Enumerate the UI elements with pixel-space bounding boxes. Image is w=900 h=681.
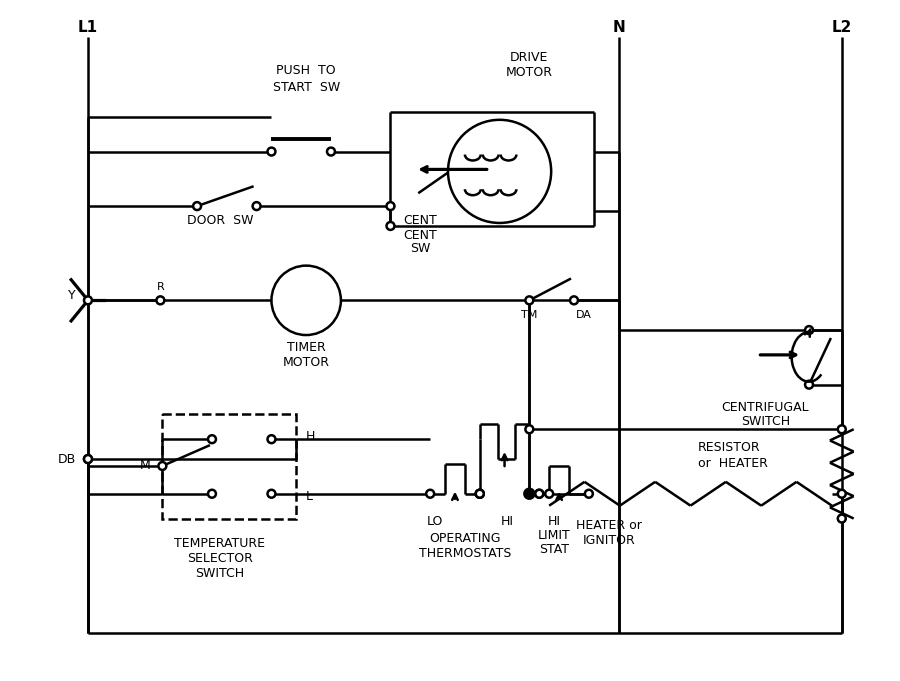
Text: CENT: CENT [403, 229, 437, 242]
Circle shape [253, 202, 261, 210]
Circle shape [272, 266, 341, 335]
Circle shape [84, 455, 92, 463]
Text: SW: SW [410, 242, 430, 255]
Circle shape [386, 202, 394, 210]
Text: IGNITOR: IGNITOR [582, 534, 635, 547]
Circle shape [157, 296, 165, 304]
Circle shape [526, 426, 534, 433]
Text: TIMER: TIMER [287, 341, 326, 354]
Circle shape [476, 490, 483, 498]
Text: SWITCH: SWITCH [741, 415, 790, 428]
Circle shape [585, 490, 593, 498]
Circle shape [427, 490, 434, 498]
Text: DOOR  SW: DOOR SW [186, 215, 253, 227]
Text: M: M [140, 460, 150, 473]
Text: N: N [612, 20, 625, 35]
Circle shape [476, 490, 483, 498]
Text: SELECTOR: SELECTOR [187, 552, 253, 565]
Circle shape [267, 148, 275, 155]
Text: START  SW: START SW [273, 80, 340, 93]
Text: THERMOSTATS: THERMOSTATS [418, 547, 511, 560]
Text: LO: LO [427, 515, 444, 528]
Circle shape [526, 296, 534, 304]
Circle shape [525, 489, 535, 498]
Circle shape [476, 490, 483, 498]
Text: RESISTOR: RESISTOR [698, 441, 760, 454]
Text: MOTOR: MOTOR [506, 65, 553, 79]
Text: LIMIT: LIMIT [538, 529, 571, 542]
Text: HEATER or: HEATER or [576, 519, 642, 532]
Circle shape [838, 490, 846, 498]
Circle shape [267, 490, 275, 498]
Bar [162, 415, 296, 518]
Text: CENTRIFUGAL: CENTRIFUGAL [722, 401, 809, 414]
Text: Y: Y [68, 289, 76, 302]
Text: HI: HI [547, 515, 561, 528]
Text: H: H [306, 430, 316, 443]
Text: SWITCH: SWITCH [195, 567, 245, 580]
Circle shape [838, 515, 846, 522]
Circle shape [194, 202, 201, 210]
Circle shape [327, 148, 335, 155]
Text: DRIVE: DRIVE [510, 51, 548, 64]
Text: L1: L1 [78, 20, 98, 35]
Circle shape [448, 120, 551, 223]
Text: CENT: CENT [403, 215, 437, 227]
Circle shape [84, 455, 92, 463]
Text: TM: TM [521, 311, 537, 320]
Circle shape [267, 435, 275, 443]
Circle shape [570, 296, 578, 304]
Text: R: R [157, 283, 165, 292]
Text: DB: DB [58, 453, 76, 466]
Text: PUSH  TO: PUSH TO [276, 64, 336, 77]
Circle shape [806, 326, 813, 334]
Text: or  HEATER: or HEATER [698, 458, 768, 471]
Text: DA: DA [576, 311, 592, 320]
Text: HI: HI [501, 515, 514, 528]
Circle shape [84, 296, 92, 304]
Circle shape [386, 222, 394, 230]
Circle shape [545, 490, 554, 498]
Circle shape [208, 490, 216, 498]
Text: L2: L2 [832, 20, 852, 35]
Circle shape [806, 381, 813, 389]
Text: TEMPERATURE: TEMPERATURE [175, 537, 266, 550]
Circle shape [208, 435, 216, 443]
Text: OPERATING: OPERATING [429, 532, 500, 545]
Circle shape [536, 490, 544, 498]
Text: L: L [306, 490, 313, 503]
Circle shape [536, 490, 544, 498]
Text: STAT: STAT [539, 543, 569, 556]
Circle shape [158, 462, 166, 470]
Text: MOTOR: MOTOR [283, 356, 329, 369]
Circle shape [838, 426, 846, 433]
